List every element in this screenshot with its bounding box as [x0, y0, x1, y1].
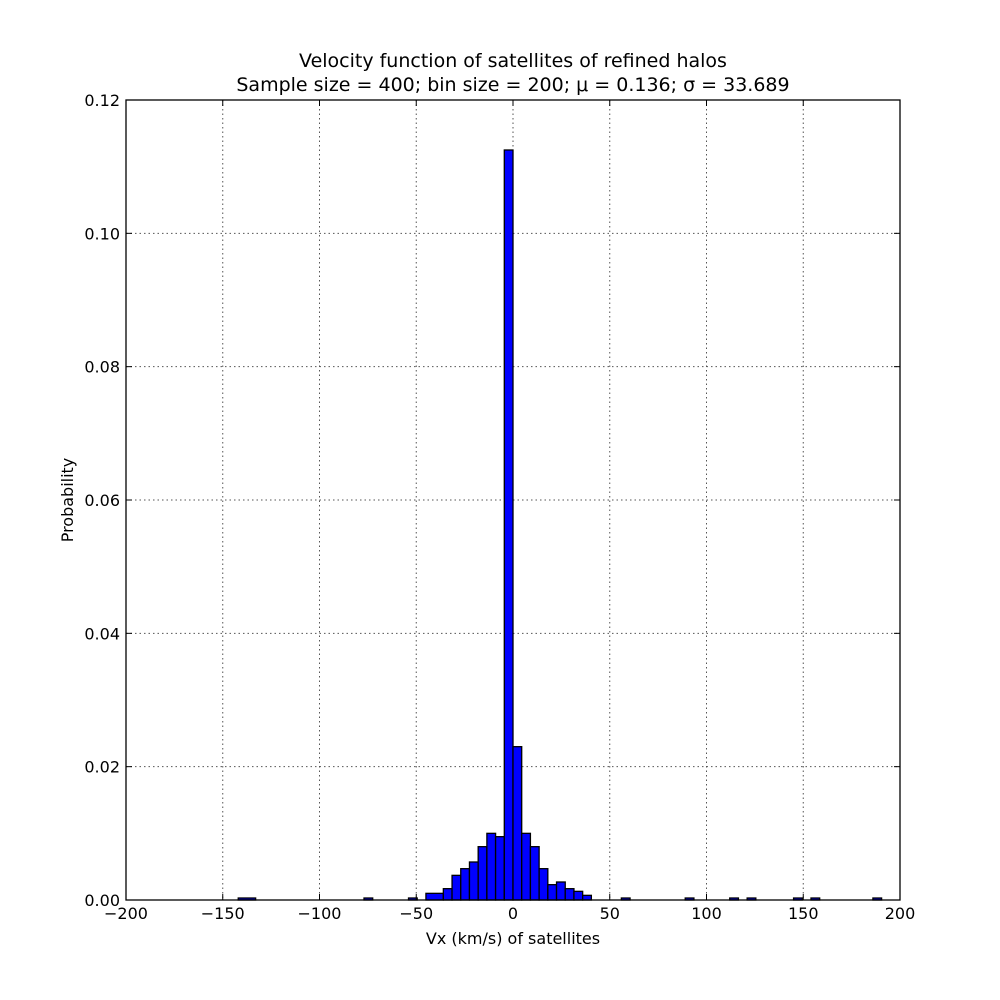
x-tick-label: 200 [885, 904, 916, 923]
histogram-bar [503, 149, 514, 901]
histogram-bar [573, 890, 584, 901]
histogram-bars [237, 149, 883, 901]
histogram-bar [486, 832, 497, 901]
x-tick-label: 100 [691, 904, 722, 923]
y-tick-label: 0.06 [84, 491, 120, 510]
histogram-bar [547, 884, 558, 901]
x-tick-label: −100 [298, 904, 342, 923]
histogram-bar [460, 868, 471, 901]
y-tick-label: 0.12 [84, 91, 120, 110]
histogram-bar [555, 881, 566, 901]
y-tick-label: 0.08 [84, 358, 120, 377]
y-tick-labels: 0.00 0.02 0.04 0.06 0.08 0.10 0.12 [84, 91, 120, 910]
x-tick-label: −150 [201, 904, 245, 923]
histogram-bar [442, 888, 453, 901]
histogram-bar [451, 874, 462, 901]
chart-title-line2: Sample size = 400; bin size = 200; μ = 0… [236, 74, 789, 96]
y-tick-label: 0.10 [84, 224, 120, 243]
x-tick-label: 0 [508, 904, 518, 923]
histogram-bar [521, 832, 532, 901]
histogram-bar [425, 892, 444, 901]
y-tick-label: 0.02 [84, 758, 120, 777]
histogram-bar [564, 888, 575, 901]
y-tick-label: 0.00 [84, 891, 120, 910]
y-tick-label: 0.04 [84, 624, 120, 643]
y-axis-label: Probability [58, 458, 77, 543]
histogram-bar [512, 746, 523, 901]
x-tick-label: 50 [600, 904, 620, 923]
x-tick-label: 150 [788, 904, 819, 923]
x-tick-label: −50 [399, 904, 433, 923]
chart-title-line1: Velocity function of satellites of refin… [299, 50, 727, 72]
histogram-bar [538, 868, 549, 901]
histogram-bar [529, 846, 540, 901]
x-axis-label: Vx (km/s) of satellites [426, 929, 600, 948]
x-tick-label: −200 [104, 904, 148, 923]
histogram-bar [477, 846, 488, 901]
plot-frame [125, 99, 901, 901]
x-tick-labels: −200 −150 −100 −50 0 50 100 150 200 [104, 904, 915, 923]
histogram-bar [582, 894, 593, 901]
histogram-bar [494, 836, 505, 901]
histogram-bar [468, 861, 479, 901]
